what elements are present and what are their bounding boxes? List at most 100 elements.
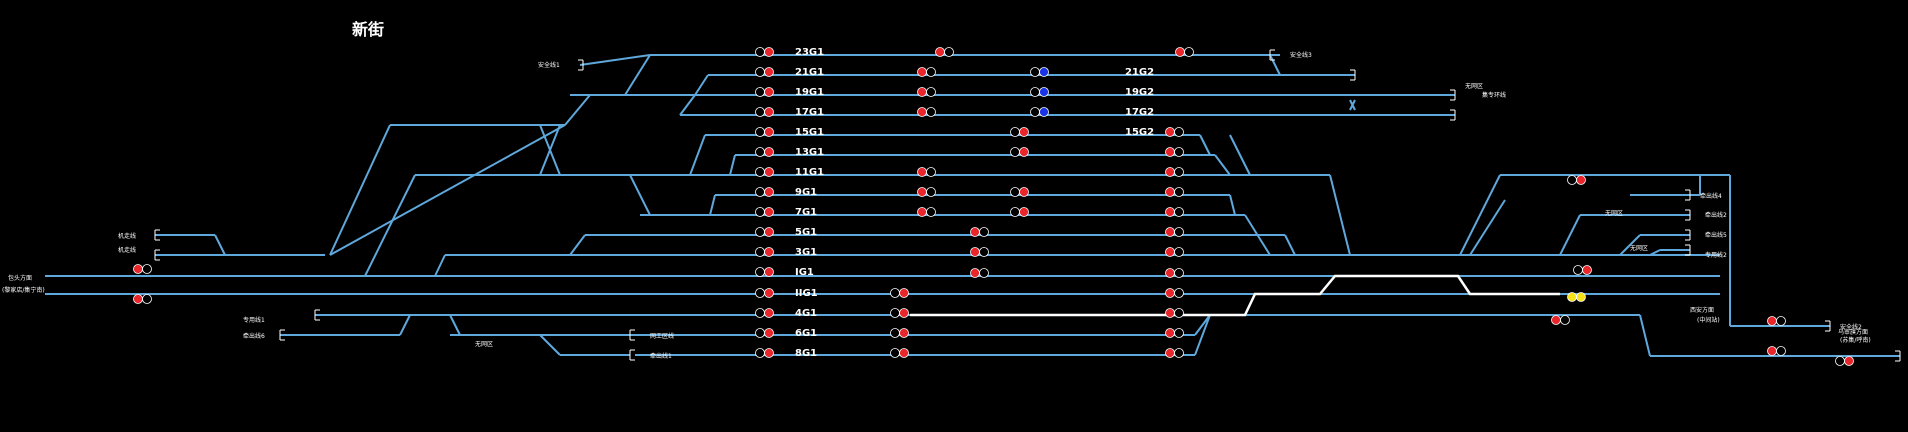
signal-lamp[interactable]: [935, 47, 954, 57]
signal-lamp[interactable]: [1010, 207, 1029, 217]
signal-lamp[interactable]: [1165, 288, 1184, 298]
signal-lamp[interactable]: [1567, 175, 1586, 185]
label-freight-right: 专用线2: [1705, 251, 1727, 259]
signal-light: [1776, 316, 1786, 326]
signal-lamp[interactable]: [1165, 187, 1184, 197]
signal-light: [1573, 265, 1583, 275]
signal-light: [917, 87, 927, 97]
signal-lamp[interactable]: [1030, 87, 1049, 97]
signal-lamp[interactable]: [890, 308, 909, 318]
signal-lamp[interactable]: [755, 267, 774, 277]
signal-lamp[interactable]: [1010, 147, 1029, 157]
signal-lamp[interactable]: [755, 348, 774, 358]
signal-lamp[interactable]: [1165, 147, 1184, 157]
signal-lamp[interactable]: [1835, 356, 1854, 366]
signal-lamp[interactable]: [755, 127, 774, 137]
signal-lamp[interactable]: [1573, 265, 1592, 275]
signal-lamp[interactable]: [133, 294, 152, 304]
signal-light: [755, 67, 765, 77]
signal-light: [1175, 47, 1185, 57]
signal-light: [890, 348, 900, 358]
signal-light: [1174, 328, 1184, 338]
signal-light: [1174, 308, 1184, 318]
signal-light: [755, 288, 765, 298]
signal-lamp[interactable]: [1165, 247, 1184, 257]
buffer-stops: [154, 49, 1901, 362]
signal-lamp[interactable]: [970, 247, 989, 257]
signal-lamp[interactable]: [755, 187, 774, 197]
signal-light: [764, 167, 774, 177]
signal-lamp[interactable]: [1175, 47, 1194, 57]
signal-lamp[interactable]: [755, 288, 774, 298]
signal-lamp[interactable]: [917, 167, 936, 177]
signal-lamp[interactable]: [755, 47, 774, 57]
signal-light: [1576, 292, 1586, 302]
signal-light: [133, 294, 143, 304]
signal-lamp[interactable]: [1165, 268, 1184, 278]
signal-lamp[interactable]: [917, 187, 936, 197]
signal-light: [1019, 127, 1029, 137]
siding-labels: 安全线1 安全线3 安全线2 机走线 机走线 包头方面 (黎家店/集宁南) 专用…: [2, 51, 1871, 360]
signal-lamp[interactable]: [1551, 315, 1570, 325]
track-label-19g1: 19G1: [795, 87, 824, 98]
signal-lamp[interactable]: [890, 288, 909, 298]
signal-lamp[interactable]: [1010, 127, 1029, 137]
signal-lamp[interactable]: [1567, 292, 1586, 302]
signal-lamp[interactable]: [755, 107, 774, 117]
signal-light: [764, 147, 774, 157]
track-label-11g1: 11G1: [795, 167, 824, 178]
signal-lamp[interactable]: [1165, 227, 1184, 237]
signal-light: [1576, 175, 1586, 185]
signal-lamp[interactable]: [1165, 127, 1184, 137]
signal-lamp[interactable]: [1165, 348, 1184, 358]
label-right-direction-sub: (中间站): [1697, 316, 1720, 324]
signal-light: [1030, 107, 1040, 117]
signal-lamp[interactable]: [1030, 107, 1049, 117]
signal-lamp[interactable]: [970, 268, 989, 278]
signal-lamp[interactable]: [890, 328, 909, 338]
track-label-21g1: 21G1: [795, 67, 824, 78]
track-label-7g1: 7G1: [795, 207, 817, 218]
label-right-direction2: 乌审旗方面: [1838, 328, 1868, 336]
signal-lamp[interactable]: [890, 348, 909, 358]
signal-light: [899, 308, 909, 318]
signal-light: [1567, 175, 1577, 185]
signal-lamp[interactable]: [755, 147, 774, 157]
signal-light: [899, 288, 909, 298]
signal-lamp[interactable]: [755, 207, 774, 217]
track-labels: 23G1 21G1 19G1 17G1 15G1 13G1 11G1 9G1 7…: [795, 47, 1154, 359]
signal-light: [1165, 348, 1175, 358]
signal-lamp[interactable]: [755, 328, 774, 338]
signal-lamp[interactable]: [1165, 207, 1184, 217]
signal-light: [1039, 107, 1049, 117]
signal-light: [970, 268, 980, 278]
signal-lamp[interactable]: [755, 87, 774, 97]
signal-lamp[interactable]: [755, 247, 774, 257]
signal-lamp[interactable]: [133, 264, 152, 274]
signal-lamp[interactable]: [755, 308, 774, 318]
track-label-15g1: 15G1: [795, 127, 824, 138]
signal-light: [1165, 127, 1175, 137]
signal-lamp[interactable]: [1165, 328, 1184, 338]
signal-lamp[interactable]: [1010, 187, 1029, 197]
signal-lamp[interactable]: [1165, 167, 1184, 177]
signal-light: [755, 308, 765, 318]
signal-lamp[interactable]: [917, 67, 936, 77]
signal-lamp[interactable]: [1767, 316, 1786, 326]
signal-lamp[interactable]: [755, 227, 774, 237]
signal-lamp[interactable]: [917, 107, 936, 117]
signal-lamp[interactable]: [755, 67, 774, 77]
signal-lamp[interactable]: [970, 227, 989, 237]
signal-lamp[interactable]: [1767, 346, 1786, 356]
signal-light: [1165, 247, 1175, 257]
label-stop-area-top: 无网区: [1465, 83, 1483, 90]
signal-lamp[interactable]: [1030, 67, 1049, 77]
signal-light: [917, 187, 927, 197]
signal-light: [890, 288, 900, 298]
signal-lamp[interactable]: [1165, 308, 1184, 318]
signal-lamp[interactable]: [917, 87, 936, 97]
signal-lamp[interactable]: [917, 207, 936, 217]
signal-light: [917, 207, 927, 217]
label-stop-area-right2: 无网区: [1630, 245, 1648, 252]
signal-lamp[interactable]: [755, 167, 774, 177]
